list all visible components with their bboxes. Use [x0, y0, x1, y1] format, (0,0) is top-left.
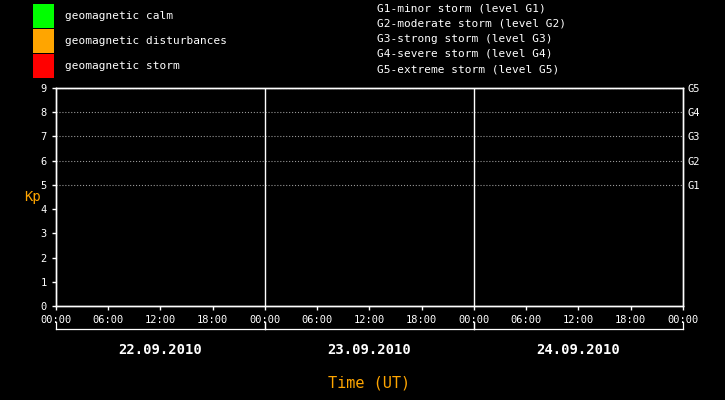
Bar [33, 4, 54, 28]
Text: geomagnetic disturbances: geomagnetic disturbances [65, 36, 227, 46]
Text: G3-strong storm (level G3): G3-strong storm (level G3) [377, 34, 552, 44]
Bar [33, 54, 54, 78]
Text: 22.09.2010: 22.09.2010 [118, 343, 202, 357]
Y-axis label: Kp: Kp [24, 190, 41, 204]
Text: G2-moderate storm (level G2): G2-moderate storm (level G2) [377, 18, 566, 28]
Text: G4-severe storm (level G4): G4-severe storm (level G4) [377, 49, 552, 59]
Text: G5-extreme storm (level G5): G5-extreme storm (level G5) [377, 64, 559, 74]
Bar [33, 29, 54, 53]
Text: 23.09.2010: 23.09.2010 [328, 343, 411, 357]
Text: geomagnetic storm: geomagnetic storm [65, 61, 180, 71]
Text: G1-minor storm (level G1): G1-minor storm (level G1) [377, 3, 546, 13]
Text: 24.09.2010: 24.09.2010 [536, 343, 621, 357]
Text: geomagnetic calm: geomagnetic calm [65, 11, 173, 21]
Text: Time (UT): Time (UT) [328, 376, 410, 390]
